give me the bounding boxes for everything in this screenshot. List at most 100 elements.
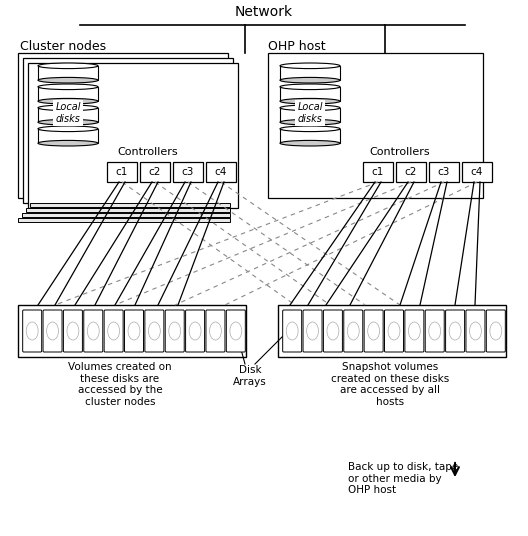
Bar (206, 162, 236, 182)
Bar (280, 66, 340, 80)
Bar (38, 108, 98, 122)
Ellipse shape (67, 322, 79, 340)
Bar (38, 129, 98, 143)
Ellipse shape (38, 120, 98, 125)
Text: c3: c3 (182, 167, 194, 177)
Ellipse shape (38, 99, 98, 104)
Bar (107, 162, 137, 182)
Text: Back up to disk, tape
or other media by
OHP host: Back up to disk, tape or other media by … (348, 462, 458, 495)
FancyBboxPatch shape (145, 310, 164, 352)
FancyBboxPatch shape (303, 310, 322, 352)
Text: OHP host: OHP host (268, 41, 326, 54)
Ellipse shape (148, 322, 161, 340)
Bar (38, 87, 98, 101)
FancyBboxPatch shape (324, 310, 343, 352)
Ellipse shape (38, 63, 98, 69)
Text: Controllers: Controllers (370, 147, 430, 157)
Ellipse shape (409, 322, 420, 340)
Ellipse shape (87, 322, 99, 340)
FancyBboxPatch shape (446, 310, 465, 352)
Ellipse shape (26, 322, 38, 340)
FancyBboxPatch shape (364, 310, 383, 352)
Ellipse shape (429, 322, 441, 340)
Bar (18, 53, 228, 198)
Text: c3: c3 (438, 167, 450, 177)
Text: c4: c4 (471, 167, 483, 177)
Ellipse shape (469, 322, 482, 340)
Bar (18, 305, 246, 357)
Ellipse shape (280, 126, 340, 132)
Ellipse shape (38, 105, 98, 110)
FancyBboxPatch shape (384, 310, 403, 352)
FancyBboxPatch shape (63, 310, 82, 352)
Bar (429, 162, 459, 182)
Bar (18, 218, 230, 222)
FancyBboxPatch shape (425, 310, 444, 352)
Ellipse shape (38, 126, 98, 132)
FancyBboxPatch shape (206, 310, 225, 352)
Ellipse shape (347, 322, 359, 340)
Bar (38, 66, 98, 80)
Bar (396, 162, 426, 182)
FancyBboxPatch shape (344, 310, 363, 352)
Bar (22, 213, 230, 217)
Ellipse shape (38, 84, 98, 90)
Text: Disk
Arrays: Disk Arrays (233, 365, 267, 386)
Ellipse shape (128, 322, 140, 340)
Ellipse shape (169, 322, 181, 340)
FancyBboxPatch shape (466, 310, 485, 352)
Text: Local
disks: Local disks (55, 102, 81, 124)
FancyBboxPatch shape (165, 310, 184, 352)
Bar (26, 208, 230, 212)
FancyBboxPatch shape (405, 310, 424, 352)
Ellipse shape (367, 322, 380, 340)
Text: c1: c1 (372, 167, 384, 177)
FancyBboxPatch shape (125, 310, 144, 352)
Bar (280, 129, 340, 143)
Ellipse shape (449, 322, 461, 340)
FancyBboxPatch shape (43, 310, 62, 352)
Bar (268, 53, 483, 198)
Bar (280, 108, 340, 122)
Ellipse shape (280, 105, 340, 110)
FancyBboxPatch shape (104, 310, 123, 352)
Bar (140, 162, 170, 182)
Text: c4: c4 (215, 167, 227, 177)
Ellipse shape (286, 322, 298, 340)
FancyBboxPatch shape (486, 310, 505, 352)
Ellipse shape (280, 84, 340, 90)
Text: Network: Network (235, 5, 293, 19)
Text: Cluster nodes: Cluster nodes (20, 41, 106, 54)
Bar (28, 63, 238, 208)
Text: c2: c2 (149, 167, 161, 177)
Ellipse shape (388, 322, 400, 340)
Ellipse shape (280, 120, 340, 125)
Ellipse shape (38, 140, 98, 146)
Bar (363, 162, 393, 182)
Ellipse shape (280, 63, 340, 69)
FancyBboxPatch shape (282, 310, 301, 352)
Text: c1: c1 (116, 167, 128, 177)
FancyBboxPatch shape (227, 310, 246, 352)
Ellipse shape (46, 322, 59, 340)
Ellipse shape (38, 77, 98, 83)
Ellipse shape (108, 322, 119, 340)
Bar (278, 305, 506, 357)
Bar (23, 58, 233, 203)
FancyBboxPatch shape (84, 310, 103, 352)
Ellipse shape (327, 322, 339, 340)
Ellipse shape (189, 322, 201, 340)
FancyBboxPatch shape (23, 310, 42, 352)
Text: Local
disks: Local disks (297, 102, 323, 124)
Ellipse shape (280, 99, 340, 104)
FancyBboxPatch shape (185, 310, 204, 352)
Ellipse shape (230, 322, 242, 340)
Text: Snapshot volumes
created on these disks
are accessed by all
hosts: Snapshot volumes created on these disks … (331, 362, 449, 407)
Ellipse shape (307, 322, 318, 340)
Ellipse shape (210, 322, 221, 340)
Bar (280, 87, 340, 101)
Bar (173, 162, 203, 182)
Text: Volumes created on
these disks are
accessed by the
cluster nodes: Volumes created on these disks are acces… (68, 362, 172, 407)
Bar (462, 162, 492, 182)
Ellipse shape (280, 77, 340, 83)
